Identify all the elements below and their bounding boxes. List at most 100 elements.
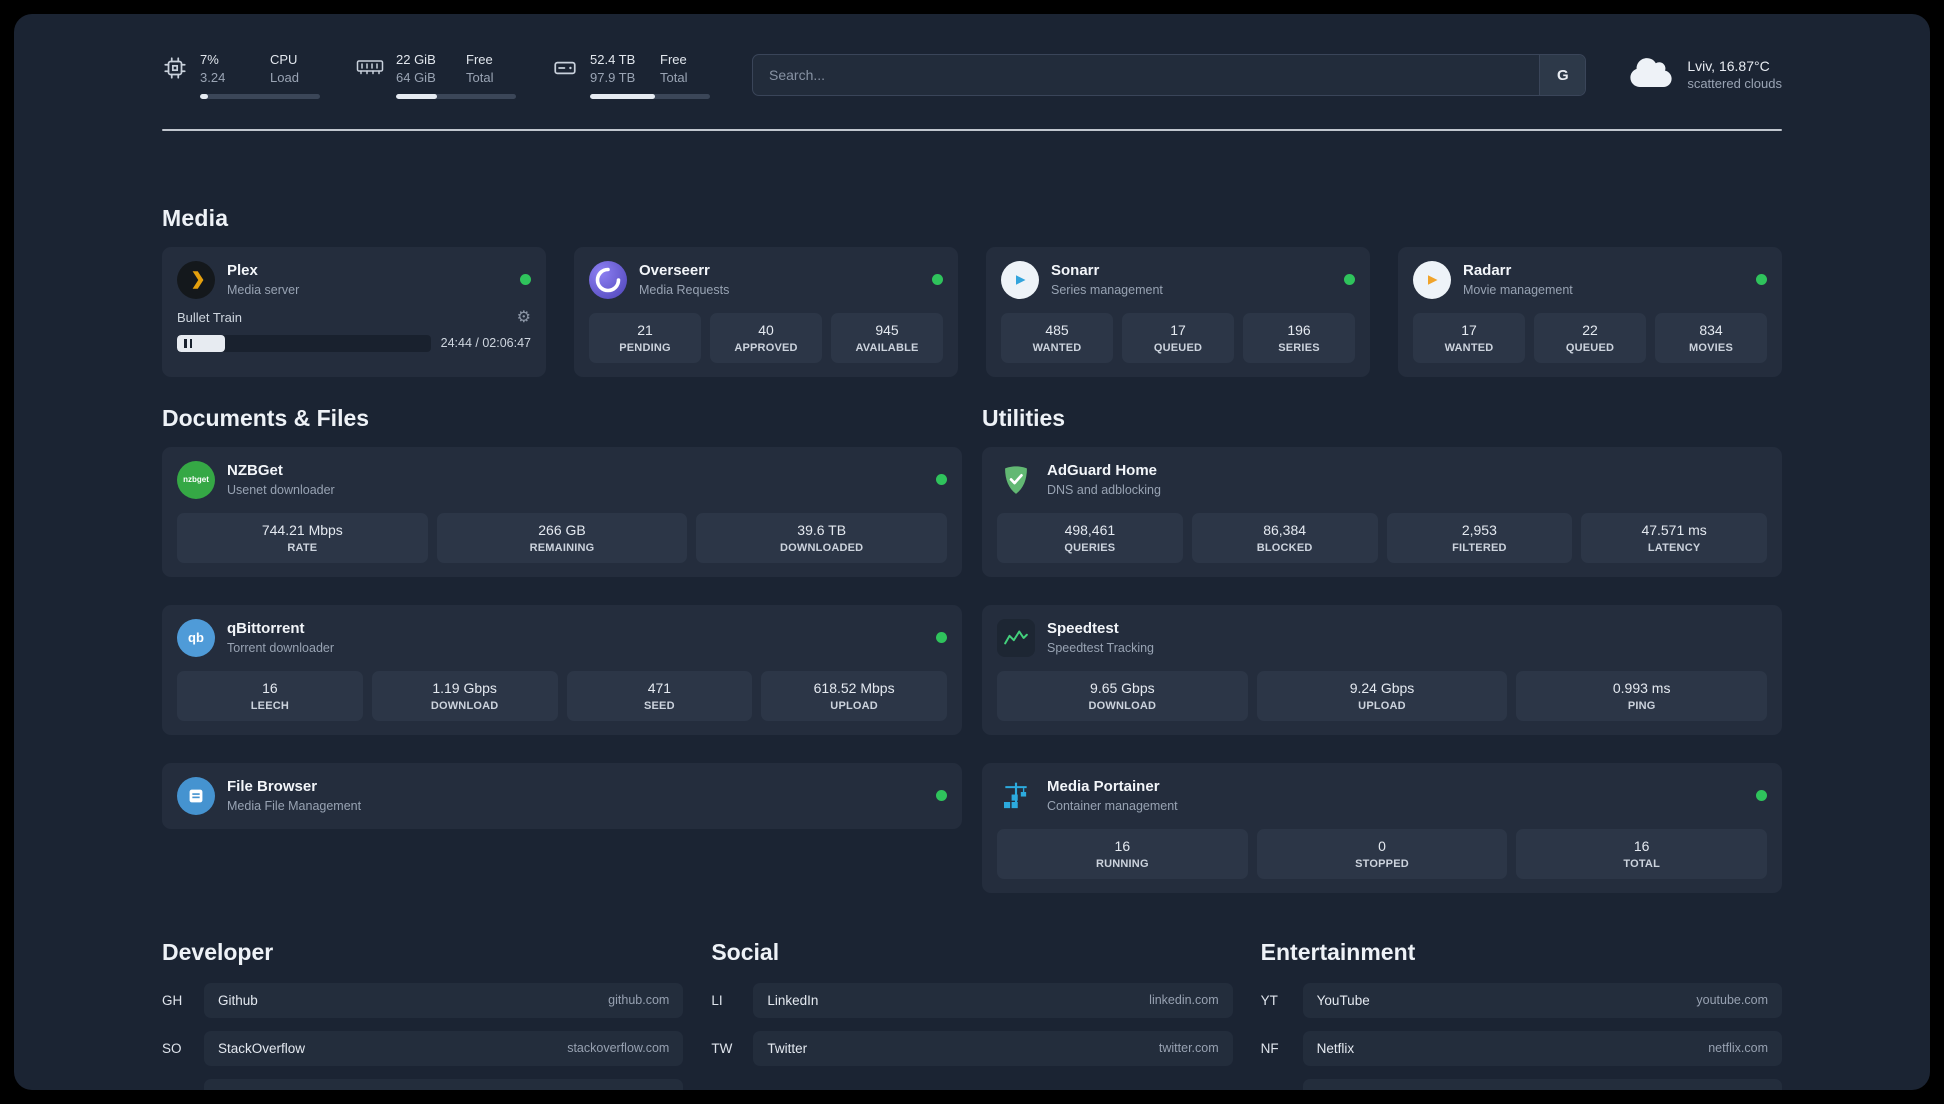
stat-label: STOPPED	[1355, 857, 1409, 870]
bookmark-abbr: LI	[711, 992, 723, 1008]
service-desc: Torrent downloader	[227, 640, 335, 655]
search-provider-button[interactable]: G	[1539, 55, 1586, 96]
memory-total-label: Total	[466, 70, 494, 86]
status-dot	[936, 632, 947, 643]
nzbget-icon: nzbget	[177, 460, 215, 499]
service-card-portainer[interactable]: Media Portainer Container management 16 …	[982, 762, 1782, 893]
stat-value: 86,384	[1263, 521, 1307, 538]
stat-label: LEECH	[250, 699, 290, 712]
stat-label: WANTED	[1032, 341, 1082, 354]
stat-value: 196	[1287, 321, 1311, 338]
gear-icon[interactable]: ⚙	[516, 308, 531, 326]
memory-free-label: Free	[466, 52, 493, 67]
bookmark-link-github[interactable]: Github github.com	[204, 982, 684, 1018]
pause-icon[interactable]	[184, 338, 192, 348]
service-desc: Speedtest Tracking	[1047, 640, 1155, 655]
playback-progress-bar[interactable]	[177, 334, 431, 352]
stat-label: QUERIES	[1064, 541, 1116, 554]
stat-label: DOWNLOAD	[430, 699, 499, 712]
service-card-speedtest[interactable]: Speedtest Speedtest Tracking 9.65 Gbps D…	[982, 604, 1782, 735]
service-desc: Media File Management	[227, 798, 362, 813]
stat-tile-seed: 471 SEED	[566, 670, 753, 721]
service-card-qbittorrent[interactable]: qb qBittorrent Torrent downloader 16 LEE…	[162, 604, 962, 735]
stat-label: UPLOAD	[830, 699, 878, 712]
adguard-icon	[997, 461, 1035, 499]
stat-label: TOTAL	[1623, 857, 1660, 870]
bookmark-link-twitter[interactable]: Twitter twitter.com	[753, 1030, 1233, 1066]
service-card-nzbget[interactable]: nzbget NZBGet Usenet downloader 744.21 M…	[162, 446, 962, 577]
stat-label: PENDING	[619, 341, 671, 354]
service-card-adguard[interactable]: AdGuard Home DNS and adblocking 498,461 …	[982, 446, 1782, 577]
stat-label: FILTERED	[1452, 541, 1507, 554]
stat-value: 16	[1114, 837, 1131, 854]
stat-tile-running: 16 RUNNING	[997, 828, 1248, 879]
stat-value: 945	[875, 321, 899, 338]
stat-tile-queries: 498,461 QUERIES	[997, 512, 1183, 563]
service-card-sonarr[interactable]: Sonarr Series management 485 WANTED 17 Q…	[986, 246, 1370, 377]
plex-icon	[177, 260, 215, 299]
service-desc: Media Requests	[639, 282, 730, 297]
service-card-filebrowser[interactable]: File Browser Media File Management	[162, 762, 962, 829]
bookmark-link-netflix[interactable]: Netflix netflix.com	[1302, 1030, 1782, 1066]
service-card-plex[interactable]: Plex Media server Bullet Train ⚙	[162, 246, 546, 377]
service-desc: Media server	[227, 282, 300, 297]
bookmark-abbr: GH	[162, 992, 183, 1008]
bookmark-link-linkedin[interactable]: LinkedIn linkedin.com	[753, 982, 1233, 1018]
stat-tile-rate: 744.21 Mbps RATE	[177, 512, 428, 563]
qbittorrent-icon: qb	[177, 618, 215, 657]
disk-free-label: Free	[660, 52, 687, 67]
documents-column: Documents & Files nzbget NZBGet Usenet d…	[162, 405, 962, 893]
status-dot	[936, 790, 947, 801]
stat-tile-downloaded: 39.6 TB DOWNLOADED	[696, 512, 948, 563]
sonarr-icon	[1001, 260, 1039, 299]
weather-widget: Lviv, 16.87°C scattered clouds	[1628, 56, 1782, 94]
bookmark-link-reddit[interactable]: Reddit reddit.com	[1302, 1078, 1782, 1090]
bookmark-domain: github.com	[608, 993, 670, 1007]
memory-widget: 22 GiB 64 GiB Free Total	[356, 52, 516, 99]
search-input[interactable]	[753, 55, 1540, 96]
stat-value: 17	[1170, 321, 1186, 338]
stat-value: 21	[637, 321, 653, 338]
stat-label: MOVIES	[1689, 341, 1733, 354]
stat-value: 0	[1378, 837, 1386, 854]
service-card-overseerr[interactable]: Overseerr Media Requests 21 PENDING 40 A…	[574, 246, 958, 377]
stat-tile-total: 16 TOTAL	[1516, 828, 1768, 879]
bookmark-link-dev[interactable]: DEV dev.to	[204, 1078, 684, 1090]
bookmark-name: Github	[218, 992, 258, 1008]
stat-label: REMAINING	[529, 541, 595, 554]
stat-label: QUEUED	[1153, 341, 1203, 354]
stat-tile-ping: 0.993 ms PING	[1516, 670, 1768, 721]
status-dot	[520, 274, 531, 285]
service-card-radarr[interactable]: Radarr Movie management 17 WANTED 22 QUE…	[1398, 246, 1782, 377]
service-name: Sonarr	[1051, 261, 1100, 279]
bookmark-abbr: TW	[711, 1040, 733, 1056]
stat-value: 266 GB	[538, 521, 586, 538]
stat-label: RATE	[287, 541, 318, 554]
bookmark-link-stackoverflow[interactable]: StackOverflow stackoverflow.com	[204, 1030, 684, 1066]
stat-label: QUEUED	[1565, 341, 1615, 354]
cloud-icon	[1628, 56, 1674, 94]
bookmark-row-stackoverflow: SO StackOverflow stackoverflow.com	[162, 1030, 684, 1066]
status-dot	[1756, 274, 1767, 285]
status-dot	[1756, 790, 1767, 801]
disk-widget: 52.4 TB 97.9 TB Free Total	[552, 52, 710, 99]
bookmark-domain: reddit.com	[1710, 1089, 1768, 1090]
memory-progress-bar	[396, 93, 516, 99]
stat-tile-download: 9.65 Gbps DOWNLOAD	[997, 670, 1248, 721]
stat-value: 485	[1045, 321, 1069, 338]
bookmark-link-youtube[interactable]: YouTube youtube.com	[1302, 982, 1782, 1018]
service-name: Media Portainer	[1047, 777, 1160, 795]
stat-tile-upload: 618.52 Mbps UPLOAD	[761, 670, 947, 721]
top-bar: 7% 3.24 CPU Load	[162, 52, 1782, 99]
stat-tile-latency: 47.571 ms LATENCY	[1581, 512, 1767, 563]
service-name: Radarr	[1463, 261, 1512, 279]
service-name: File Browser	[227, 777, 318, 795]
disk-total-value: 97.9 TB	[590, 70, 636, 86]
disk-progress-bar	[590, 93, 710, 99]
stat-tile-filtered: 2,953 FILTERED	[1386, 512, 1573, 563]
stat-tile-remaining: 266 GB REMAINING	[436, 512, 688, 563]
stat-tile-stopped: 0 STOPPED	[1256, 828, 1508, 879]
stat-tile-wanted: 485 WANTED	[1001, 312, 1113, 363]
stat-value: 16	[1633, 837, 1650, 854]
stat-tile-blocked: 86,384 BLOCKED	[1191, 512, 1378, 563]
